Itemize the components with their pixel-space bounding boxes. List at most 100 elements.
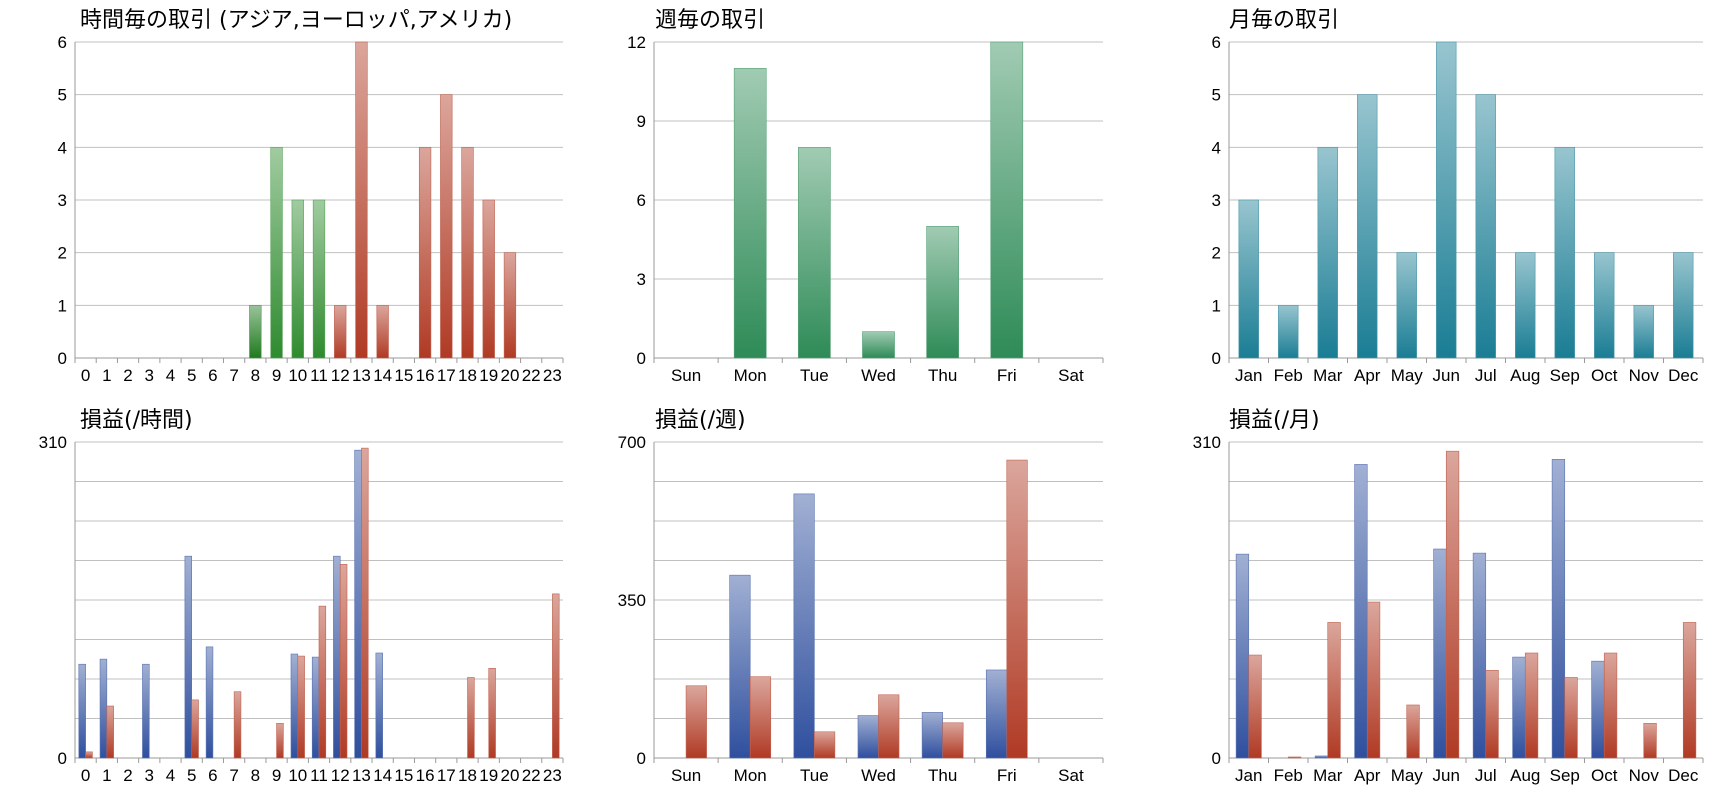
- bar: [1633, 305, 1654, 359]
- x-tick-label: Fri: [997, 366, 1017, 385]
- y-tick-label: 9: [637, 112, 646, 131]
- y-tick-label: 700: [618, 433, 646, 452]
- bar-profit: [1314, 755, 1329, 759]
- bar-loss: [488, 667, 496, 759]
- x-tick-label: Wed: [861, 766, 896, 785]
- bar: [1238, 199, 1259, 359]
- x-tick-label: Mar: [1313, 366, 1343, 385]
- bar-loss: [1445, 450, 1460, 759]
- x-tick-label: 0: [81, 766, 90, 785]
- bar-profit: [78, 663, 86, 759]
- y-tick-label: 3: [58, 191, 67, 210]
- bar-profit: [1551, 459, 1566, 759]
- x-tick-label: 15: [394, 366, 413, 385]
- x-tick-label: Jun: [1433, 366, 1460, 385]
- x-tick-label: Sat: [1058, 766, 1084, 785]
- bar-profit: [729, 574, 751, 759]
- bar-profit: [184, 555, 192, 759]
- bar: [440, 94, 453, 359]
- y-tick-label: 310: [39, 433, 67, 452]
- x-tick-label: 8: [251, 766, 260, 785]
- bar-loss: [685, 685, 707, 759]
- bar: [334, 305, 347, 359]
- bar-loss: [1603, 652, 1618, 759]
- x-tick-label: Wed: [861, 366, 896, 385]
- bar-loss: [85, 751, 93, 759]
- x-tick-label: 1: [102, 366, 111, 385]
- bar: [1357, 94, 1378, 359]
- bar: [862, 331, 895, 359]
- x-tick-label: Sep: [1550, 766, 1580, 785]
- y-tick-label: 3: [1212, 191, 1221, 210]
- x-tick-label: 9: [272, 366, 281, 385]
- y-tick-label: 2: [1212, 244, 1221, 263]
- x-tick-label: 0: [81, 366, 90, 385]
- bar: [1396, 252, 1417, 359]
- x-tick-label: Sun: [671, 366, 701, 385]
- chart-weekly_pl: 損益(/週) 0 350 700 Sun Mon Tue Wed Thu Fri Sat: [618, 408, 1104, 785]
- x-tick-label: 14: [373, 366, 392, 385]
- bar: [1436, 41, 1457, 359]
- bar-profit: [99, 658, 108, 759]
- x-tick-label: Sat: [1058, 366, 1084, 385]
- y-tick-label: 3: [637, 270, 646, 289]
- x-tick-label: 22: [522, 366, 541, 385]
- bar: [355, 41, 368, 359]
- y-tick-label: 4: [58, 138, 67, 157]
- bar-profit: [205, 646, 214, 759]
- x-tick-label: 3: [145, 766, 154, 785]
- bar-loss: [467, 677, 475, 759]
- x-tick-label: 17: [437, 366, 456, 385]
- bar-loss: [1248, 654, 1262, 759]
- x-tick-label: 6: [208, 366, 217, 385]
- y-tick-label: 0: [637, 349, 646, 368]
- y-tick-label: 6: [1212, 33, 1221, 52]
- bar: [1515, 252, 1536, 359]
- bar-profit: [375, 652, 383, 759]
- x-tick-label: 4: [166, 766, 175, 785]
- x-tick-label: 13: [352, 366, 371, 385]
- x-tick-label: Jun: [1433, 766, 1460, 785]
- x-tick-label: 3: [145, 366, 154, 385]
- x-tick-label: Oct: [1591, 366, 1618, 385]
- bar: [926, 226, 959, 359]
- bar-loss: [552, 593, 560, 759]
- x-tick-label: Nov: [1629, 766, 1660, 785]
- bar-profit: [985, 669, 1008, 759]
- y-tick-label: 6: [637, 191, 646, 210]
- x-tick-label: Apr: [1354, 766, 1381, 785]
- x-tick-label: May: [1391, 766, 1424, 785]
- bar: [1278, 305, 1299, 359]
- bar-profit: [1235, 553, 1250, 759]
- bar-loss: [233, 691, 242, 759]
- x-tick-label: 15: [394, 766, 413, 785]
- x-tick-label: Nov: [1629, 366, 1660, 385]
- y-tick-label: 5: [58, 86, 67, 105]
- x-tick-label: Sep: [1550, 366, 1580, 385]
- bar-loss: [1682, 622, 1697, 759]
- bar-loss: [106, 705, 114, 759]
- x-tick-label: Dec: [1668, 366, 1699, 385]
- x-tick-label: Apr: [1354, 366, 1381, 385]
- chart-title: 損益(/月): [1229, 408, 1320, 433]
- x-tick-label: Aug: [1510, 766, 1540, 785]
- y-tick-label: 12: [627, 33, 646, 52]
- x-tick-label: 23: [543, 366, 562, 385]
- bar-loss: [318, 605, 327, 759]
- bar-profit: [1472, 552, 1487, 759]
- x-tick-label: 6: [208, 766, 217, 785]
- x-tick-label: Sun: [671, 766, 701, 785]
- y-tick-label: 5: [1212, 86, 1221, 105]
- bar-loss: [1564, 677, 1578, 759]
- x-tick-label: 18: [458, 766, 477, 785]
- x-tick-label: Feb: [1274, 366, 1303, 385]
- bar: [1317, 147, 1338, 359]
- x-tick-label: 14: [373, 766, 392, 785]
- x-tick-label: 8: [251, 366, 260, 385]
- bar: [482, 199, 495, 359]
- bar: [249, 305, 262, 359]
- bar-loss: [339, 564, 348, 759]
- x-tick-label: 19: [479, 366, 498, 385]
- chart-weekly_trades: 週毎の取引 0 3 6 9 12 Sun Mon Tue Wed Thu Fri Sat: [627, 8, 1104, 385]
